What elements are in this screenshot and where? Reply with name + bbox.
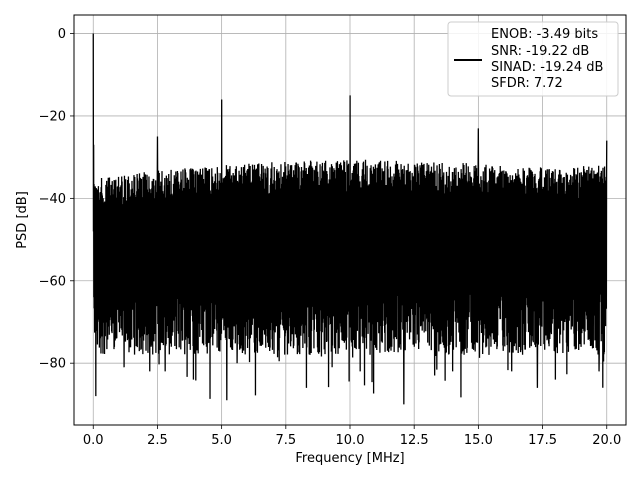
legend-sinad: SINAD: -19.24 dB [491,60,603,75]
x-tick-label: 5.0 [211,433,232,448]
legend: ENOB: -3.49 bits SNR: -19.22 dB SINAD: -… [447,21,619,97]
x-tick-label: 12.5 [400,433,429,448]
legend-sfdr: SFDR: 7.72 [491,76,563,91]
x-tick-label: 20.0 [592,433,621,448]
legend-enob: ENOB: -3.49 bits [491,27,598,42]
legend-snr: SNR: -19.22 dB [491,44,589,59]
y-tick-label: 0 [58,27,66,42]
y-tick-label: −80 [39,357,66,372]
y-axis-label: PSD [dB] [15,191,30,249]
y-tick-label: −20 [39,109,66,124]
x-tick-label: 10.0 [336,433,365,448]
x-tick-label: 7.5 [275,433,296,448]
y-axis-ticks: 0 −20 −40 −60 −80 [39,27,74,372]
x-tick-label: 0.0 [83,433,104,448]
x-tick-label: 17.5 [528,433,557,448]
x-axis-label: Frequency [MHz] [295,451,404,466]
x-tick-label: 15.0 [464,433,493,448]
plot-area [92,33,608,405]
y-tick-label: −40 [39,192,66,207]
y-tick-label: −60 [39,274,66,289]
legend-box [447,21,619,97]
x-axis-ticks: 0.0 2.5 5.0 7.5 10.0 12.5 15.0 17.5 20.0 [83,425,621,448]
x-tick-label: 2.5 [147,433,168,448]
psd-series-line [92,33,608,405]
